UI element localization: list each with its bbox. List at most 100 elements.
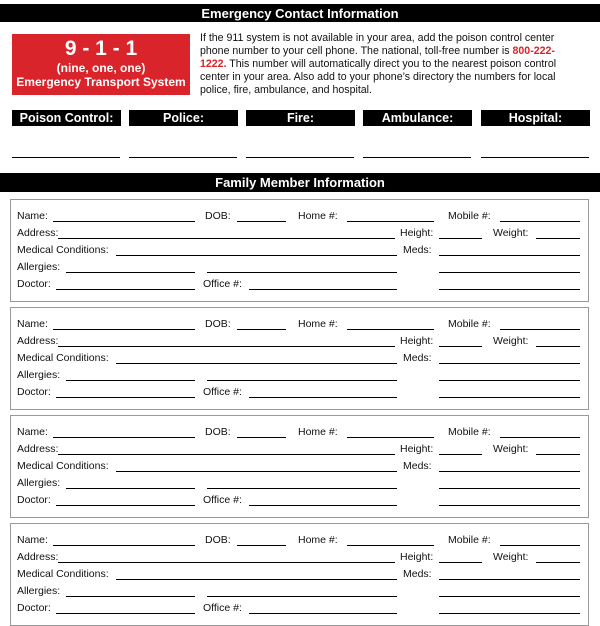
intro-text: If the 911 system is not available in yo… — [200, 32, 580, 97]
name-label: Name: — [17, 210, 48, 222]
input-line[interactable] — [439, 363, 580, 364]
family-member-card: Name: DOB: Home #: Mobile #: Address: Height:… — [10, 523, 589, 626]
input-line[interactable] — [439, 255, 580, 256]
input-line[interactable] — [53, 329, 195, 330]
weight-label: Weight: — [493, 227, 529, 239]
input-line[interactable] — [347, 545, 434, 546]
input-line[interactable] — [56, 397, 195, 398]
input-line[interactable] — [58, 346, 395, 347]
input-line[interactable] — [66, 380, 195, 381]
input-line[interactable] — [116, 579, 397, 580]
input-line[interactable] — [439, 488, 580, 489]
input-line[interactable] — [58, 238, 395, 239]
input-line[interactable] — [536, 454, 580, 455]
dob-label: DOB: — [205, 534, 231, 546]
dob-label: DOB: — [205, 318, 231, 330]
input-line[interactable] — [439, 505, 580, 506]
medical-label: Medical Conditions: — [17, 244, 109, 256]
input-line[interactable] — [53, 221, 195, 222]
input-line[interactable] — [347, 437, 434, 438]
input-line[interactable] — [116, 363, 397, 364]
contact-label: Poison Control: — [12, 110, 121, 126]
input-line[interactable] — [249, 505, 397, 506]
input-line[interactable] — [439, 238, 482, 239]
input-line[interactable] — [500, 437, 580, 438]
input-line[interactable] — [66, 488, 195, 489]
name-label: Name: — [17, 426, 48, 438]
input-line[interactable] — [53, 437, 195, 438]
input-line[interactable] — [347, 329, 434, 330]
input-line[interactable] — [439, 613, 580, 614]
input-line[interactable] — [439, 346, 482, 347]
doctor-label: Doctor: — [17, 386, 51, 398]
emergency-system: Emergency Transport System — [16, 75, 186, 89]
input-line[interactable] — [439, 562, 482, 563]
input-line[interactable] — [66, 272, 195, 273]
medical-label: Medical Conditions: — [17, 568, 109, 580]
emergency-911-box: 9 - 1 - 1 (nine, one, one) Emergency Tra… — [12, 34, 190, 95]
input-line[interactable] — [116, 471, 397, 472]
emergency-spelled: (nine, one, one) — [56, 61, 146, 75]
poison-control-phone: 800-222-1222. — [200, 45, 555, 70]
input-line[interactable] — [536, 346, 580, 347]
input-line[interactable] — [56, 613, 195, 614]
input-line[interactable] — [249, 289, 397, 290]
input-line[interactable] — [207, 488, 397, 489]
height-label: Height: — [400, 335, 434, 347]
meds-label: Meds: — [403, 244, 432, 256]
family-member-header: Family Member Information — [0, 173, 600, 192]
input-line[interactable] — [58, 454, 395, 455]
input-line[interactable] — [116, 255, 397, 256]
input-line[interactable] — [500, 221, 580, 222]
input-line[interactable] — [439, 272, 580, 273]
contact-number-field[interactable] — [129, 157, 237, 158]
input-line[interactable] — [439, 397, 580, 398]
input-line[interactable] — [237, 329, 286, 330]
input-line[interactable] — [56, 289, 195, 290]
input-line[interactable] — [207, 380, 397, 381]
input-line[interactable] — [439, 289, 580, 290]
input-line[interactable] — [439, 596, 580, 597]
input-line[interactable] — [207, 596, 397, 597]
contact-number-field[interactable] — [481, 157, 589, 158]
input-line[interactable] — [237, 545, 286, 546]
mobile-label: Mobile #: — [448, 534, 491, 546]
contact-label: Ambulance: — [363, 110, 472, 126]
input-line[interactable] — [500, 329, 580, 330]
meds-label: Meds: — [403, 352, 432, 364]
input-line[interactable] — [500, 545, 580, 546]
contact-number-field[interactable] — [246, 157, 354, 158]
contact-number-field[interactable] — [363, 157, 471, 158]
doctor-label: Doctor: — [17, 602, 51, 614]
address-label: Address: — [17, 335, 59, 347]
input-line[interactable] — [439, 579, 580, 580]
input-line[interactable] — [207, 272, 397, 273]
home-label: Home #: — [298, 318, 338, 330]
dob-label: DOB: — [205, 426, 231, 438]
input-line[interactable] — [56, 505, 195, 506]
dob-label: DOB: — [205, 210, 231, 222]
mobile-label: Mobile #: — [448, 318, 491, 330]
input-line[interactable] — [347, 221, 434, 222]
office-label: Office #: — [203, 386, 242, 398]
input-line[interactable] — [66, 596, 195, 597]
input-line[interactable] — [249, 613, 397, 614]
input-line[interactable] — [53, 545, 195, 546]
height-label: Height: — [400, 227, 434, 239]
input-line[interactable] — [58, 562, 395, 563]
contact-label: Fire: — [246, 110, 355, 126]
input-line[interactable] — [536, 562, 580, 563]
input-line[interactable] — [439, 380, 580, 381]
weight-label: Weight: — [493, 335, 529, 347]
office-label: Office #: — [203, 494, 242, 506]
height-label: Height: — [400, 443, 434, 455]
input-line[interactable] — [249, 397, 397, 398]
input-line[interactable] — [439, 471, 580, 472]
input-line[interactable] — [237, 437, 286, 438]
input-line[interactable] — [536, 238, 580, 239]
name-label: Name: — [17, 318, 48, 330]
input-line[interactable] — [237, 221, 286, 222]
contact-number-field[interactable] — [12, 157, 120, 158]
address-label: Address: — [17, 443, 59, 455]
input-line[interactable] — [439, 454, 482, 455]
